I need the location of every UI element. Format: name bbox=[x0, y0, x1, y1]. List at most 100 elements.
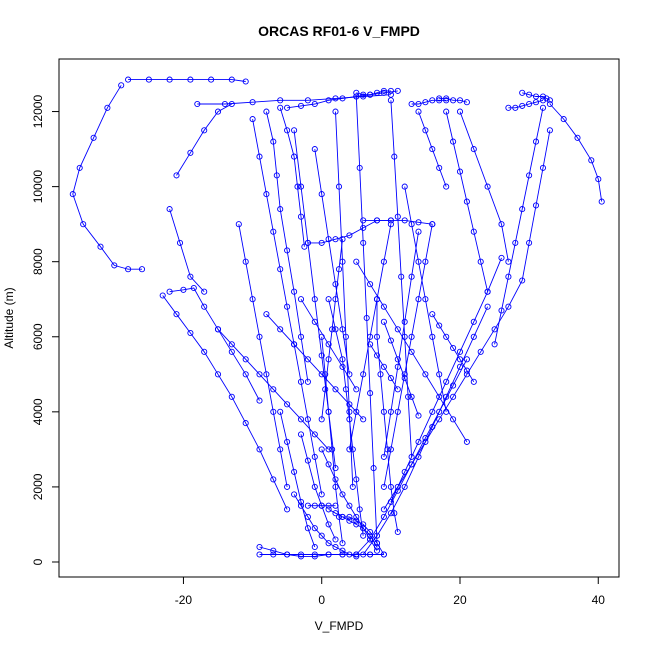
data-point bbox=[187, 76, 194, 83]
series-35 bbox=[325, 296, 367, 539]
data-point bbox=[360, 521, 367, 528]
data-point bbox=[353, 89, 360, 96]
x-axis: -20 0 20 40 bbox=[175, 577, 605, 607]
data-point bbox=[443, 408, 450, 415]
data-point bbox=[297, 378, 305, 385]
series-20 bbox=[415, 108, 450, 190]
data-point bbox=[214, 108, 222, 115]
series-line bbox=[549, 103, 603, 202]
data-point bbox=[294, 183, 301, 190]
data-point bbox=[539, 164, 547, 171]
data-point bbox=[463, 198, 470, 205]
series-3 bbox=[173, 100, 235, 179]
data-point bbox=[256, 551, 263, 558]
data-point bbox=[353, 521, 360, 528]
data-point bbox=[270, 551, 277, 558]
data-point bbox=[532, 202, 540, 209]
series-line bbox=[383, 224, 433, 487]
data-point bbox=[166, 288, 173, 295]
data-point bbox=[263, 311, 270, 318]
data-point bbox=[270, 386, 277, 393]
series-line bbox=[362, 306, 489, 555]
data-point bbox=[394, 213, 401, 220]
data-point bbox=[532, 99, 540, 106]
data-point bbox=[391, 153, 398, 160]
data-point bbox=[450, 344, 457, 352]
data-point bbox=[380, 408, 387, 415]
data-point bbox=[332, 281, 339, 288]
data-point bbox=[325, 341, 332, 348]
y-tick-label: 8000 bbox=[31, 248, 45, 275]
data-point bbox=[394, 356, 401, 363]
series-54 bbox=[429, 311, 477, 385]
data-point bbox=[325, 502, 332, 509]
data-point bbox=[353, 408, 360, 415]
series-21 bbox=[408, 97, 450, 108]
data-point bbox=[270, 408, 277, 415]
series-line bbox=[418, 111, 447, 187]
data-point bbox=[519, 102, 526, 109]
data-point bbox=[277, 408, 284, 415]
data-point bbox=[339, 356, 346, 363]
series-line bbox=[321, 336, 343, 544]
data-point bbox=[463, 356, 470, 363]
data-point bbox=[297, 553, 305, 560]
data-point bbox=[367, 281, 374, 288]
data-point bbox=[405, 393, 412, 400]
data-point bbox=[408, 393, 415, 400]
data-point bbox=[422, 438, 429, 445]
data-point bbox=[325, 461, 332, 468]
data-point bbox=[429, 146, 436, 153]
series-line bbox=[321, 449, 378, 551]
series-line bbox=[522, 92, 551, 101]
data-point bbox=[332, 296, 339, 303]
series-line bbox=[348, 224, 392, 450]
series-line bbox=[72, 85, 142, 270]
data-point bbox=[297, 498, 305, 505]
data-point bbox=[380, 483, 387, 490]
data-point bbox=[339, 95, 346, 102]
data-point bbox=[436, 408, 443, 415]
series-25 bbox=[519, 89, 553, 104]
data-point bbox=[256, 446, 263, 453]
series-55 bbox=[297, 296, 360, 393]
data-point bbox=[560, 116, 567, 123]
data-point bbox=[539, 97, 547, 104]
data-point bbox=[228, 348, 235, 355]
data-point bbox=[346, 408, 353, 415]
data-point bbox=[484, 288, 491, 295]
data-point bbox=[297, 213, 305, 220]
x-tick-label: 40 bbox=[592, 593, 606, 607]
data-point bbox=[422, 296, 429, 303]
data-point bbox=[291, 491, 298, 498]
data-point bbox=[456, 97, 464, 104]
data-point bbox=[401, 483, 408, 490]
data-point bbox=[325, 356, 332, 363]
data-point bbox=[304, 239, 311, 246]
data-point bbox=[318, 416, 325, 423]
data-point bbox=[422, 127, 429, 134]
series-6 bbox=[159, 292, 291, 513]
x-tick-label: 20 bbox=[453, 593, 467, 607]
series-48 bbox=[214, 326, 332, 453]
data-point bbox=[401, 183, 408, 190]
data-point bbox=[284, 303, 291, 310]
data-point bbox=[505, 273, 512, 280]
data-point bbox=[201, 127, 208, 134]
data-point bbox=[304, 416, 311, 423]
data-point bbox=[450, 97, 457, 104]
data-point bbox=[456, 356, 464, 363]
data-point bbox=[297, 102, 305, 109]
data-point bbox=[301, 243, 308, 250]
data-point bbox=[249, 296, 256, 303]
data-point bbox=[380, 87, 387, 94]
series-line bbox=[342, 516, 385, 555]
data-point bbox=[436, 322, 443, 329]
series-5 bbox=[166, 284, 263, 404]
data-point bbox=[422, 435, 429, 442]
data-point bbox=[325, 446, 332, 453]
data-point bbox=[166, 76, 173, 83]
series-line bbox=[307, 219, 391, 244]
data-point bbox=[367, 91, 374, 98]
data-point bbox=[332, 536, 339, 543]
